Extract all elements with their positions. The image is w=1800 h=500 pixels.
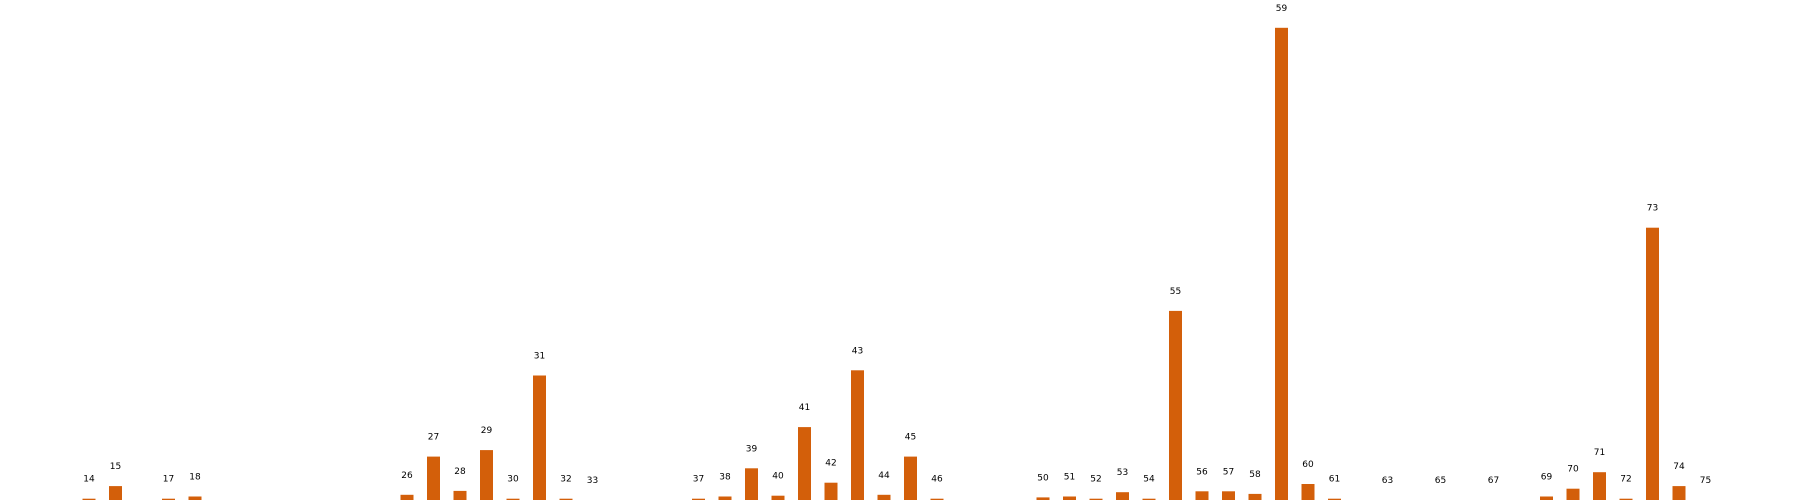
bar-70 — [1566, 488, 1580, 500]
bar-29 — [480, 450, 493, 500]
bar-label-72: 72 — [1620, 475, 1631, 485]
bar-15 — [109, 486, 122, 500]
bar-37 — [692, 498, 705, 500]
bar-40 — [771, 495, 785, 500]
bar-72 — [1619, 498, 1633, 500]
bar-50 — [1036, 497, 1050, 500]
bar-44 — [877, 494, 891, 500]
bar-label-42: 42 — [825, 459, 836, 469]
bar-label-43: 43 — [852, 346, 863, 356]
bar-label-45: 45 — [905, 433, 916, 443]
bar-label-53: 53 — [1117, 468, 1128, 478]
bar-label-27: 27 — [428, 433, 439, 443]
bar-label-61: 61 — [1329, 475, 1340, 485]
bar-label-71: 71 — [1594, 448, 1605, 458]
bar-43 — [851, 370, 864, 500]
bar-label-58: 58 — [1249, 470, 1261, 480]
bar-label-69: 69 — [1541, 473, 1553, 483]
bar-52 — [1089, 498, 1103, 500]
bar-label-26: 26 — [401, 471, 413, 481]
bar-label-56: 56 — [1196, 467, 1208, 477]
bar-57 — [1222, 491, 1235, 500]
bar-18 — [188, 496, 202, 500]
bar-label-50: 50 — [1037, 473, 1049, 483]
bar-39 — [745, 468, 758, 500]
bar-label-51: 51 — [1064, 473, 1075, 483]
bar-60 — [1301, 484, 1315, 500]
bar-73 — [1646, 227, 1659, 500]
bar-41 — [798, 427, 811, 500]
bar-label-60: 60 — [1302, 460, 1314, 470]
bar-label-65: 65 — [1435, 476, 1446, 486]
bar-26 — [400, 494, 414, 500]
bar-label-32: 32 — [560, 475, 571, 485]
bar-label-33: 33 — [587, 476, 598, 486]
bar-label-74: 74 — [1673, 462, 1685, 472]
bar-42 — [824, 482, 838, 500]
bar-54 — [1142, 498, 1156, 500]
bar-label-73: 73 — [1647, 204, 1658, 214]
bar-28 — [453, 490, 467, 500]
bar-label-54: 54 — [1143, 475, 1155, 485]
bar-58 — [1248, 493, 1262, 500]
bar-label-40: 40 — [772, 472, 784, 482]
bar-label-28: 28 — [454, 467, 466, 477]
bar-53 — [1116, 492, 1129, 500]
bar-38 — [718, 496, 732, 500]
bar-51 — [1063, 496, 1076, 500]
bar-label-39: 39 — [746, 444, 758, 454]
bar-label-29: 29 — [481, 426, 493, 436]
bar-61 — [1328, 498, 1341, 500]
bar-label-17: 17 — [163, 475, 174, 485]
bar-label-38: 38 — [719, 473, 731, 483]
bar-32 — [559, 498, 573, 500]
bar-55 — [1169, 310, 1182, 500]
bar-45 — [904, 456, 917, 500]
bar-label-37: 37 — [693, 475, 704, 485]
bar-74 — [1672, 486, 1686, 500]
bar-46 — [930, 498, 944, 500]
bar-label-15: 15 — [110, 462, 121, 472]
bar-label-31: 31 — [534, 352, 545, 362]
bar-71 — [1593, 472, 1606, 500]
bar-label-57: 57 — [1223, 467, 1234, 477]
bar-labels-group: 14 15 17 18 26 27 28 29 30 31 32 33 37 38 39 40 41 42 43 44… — [83, 4, 1711, 486]
bar-label-63: 63 — [1382, 476, 1393, 486]
bar-59 — [1275, 27, 1288, 500]
bar-label-18: 18 — [189, 473, 201, 483]
bar-label-30: 30 — [507, 475, 519, 485]
bar-30 — [506, 498, 520, 500]
bar-label-55: 55 — [1170, 287, 1181, 297]
bar-27 — [427, 456, 440, 500]
bar-14 — [82, 498, 96, 500]
bar-label-70: 70 — [1567, 465, 1579, 475]
bar-17 — [162, 498, 175, 500]
bars-group — [82, 27, 1686, 500]
bar-label-46: 46 — [931, 475, 943, 485]
bar-label-59: 59 — [1276, 4, 1288, 14]
bar-56 — [1195, 491, 1209, 500]
bar-label-14: 14 — [83, 475, 95, 485]
bar-label-52: 52 — [1090, 475, 1101, 485]
bar-label-67: 67 — [1488, 476, 1499, 486]
bar-31 — [533, 375, 546, 500]
bar-69 — [1540, 496, 1553, 500]
bar-label-41: 41 — [799, 403, 810, 413]
bar-label-44: 44 — [878, 471, 890, 481]
bar-label-75: 75 — [1700, 476, 1711, 486]
